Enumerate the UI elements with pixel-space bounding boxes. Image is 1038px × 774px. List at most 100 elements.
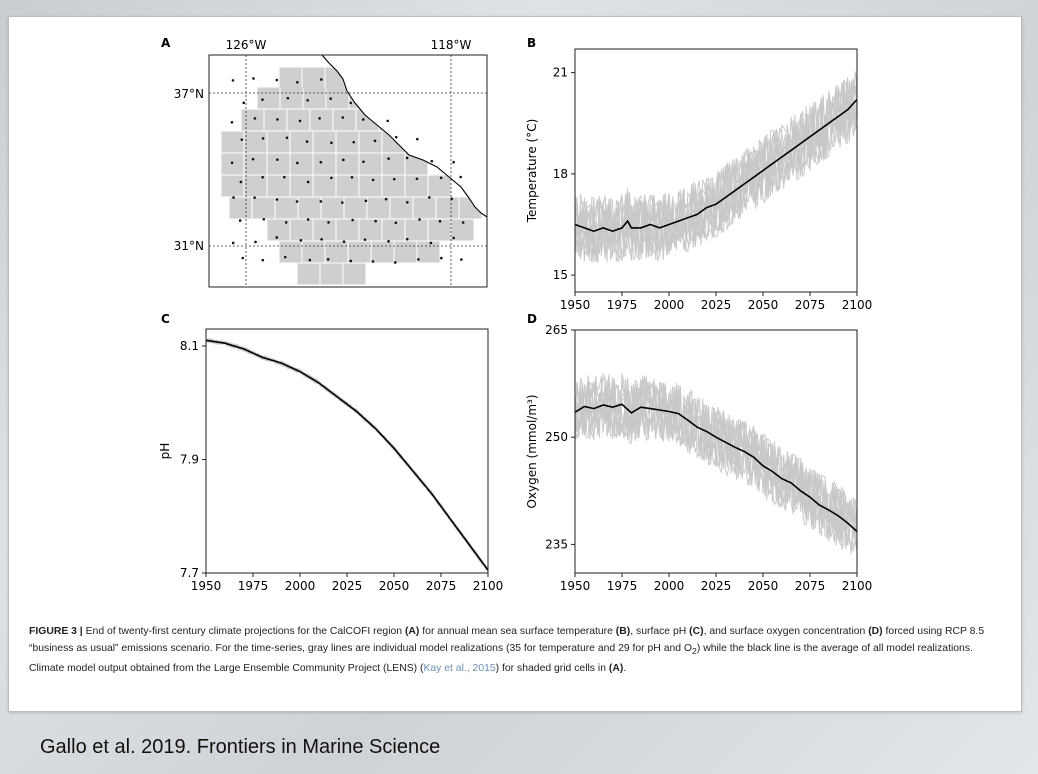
shaded-grid-cell: [267, 153, 290, 175]
x-tick-label: 2075: [795, 579, 826, 593]
sampling-station-dot: [329, 97, 332, 100]
shaded-grid-cell: [310, 109, 333, 131]
sampling-station-dot: [364, 199, 368, 203]
shaded-grid-cell: [382, 219, 405, 241]
ensemble-realization-line: [574, 79, 858, 263]
sampling-station-dot: [230, 161, 234, 165]
sampling-station-dot: [240, 138, 244, 141]
x-tick-label: 1975: [607, 298, 638, 312]
sampling-station-dot: [405, 156, 409, 160]
sampling-station-dot: [405, 237, 409, 241]
ensemble-realization-line: [574, 78, 858, 260]
sampling-station-dot: [286, 96, 290, 100]
sampling-station-dot: [330, 176, 333, 180]
sampling-station-dot: [284, 221, 288, 224]
sampling-station-dot: [275, 236, 279, 239]
sampling-station-dot: [261, 258, 265, 262]
ensemble-realization-line: [205, 340, 489, 571]
sampling-station-dot: [341, 116, 345, 119]
x-tick-label: 1975: [238, 579, 269, 593]
sampling-station-dot: [459, 175, 462, 179]
shaded-grid-cell: [344, 197, 367, 219]
shaded-grid-cell: [336, 131, 359, 153]
shaded-grid-cell: [417, 241, 440, 263]
shaded-grid-cell: [221, 131, 244, 153]
sampling-station-dot: [342, 240, 346, 243]
panel-label: D: [527, 312, 537, 326]
sampling-station-dot: [299, 239, 303, 242]
shaded-grid-cell: [244, 175, 267, 197]
panel-label: B: [527, 36, 536, 50]
shaded-grid-cell: [287, 109, 310, 131]
sampling-station-dot: [239, 180, 243, 184]
sampling-station-dot: [351, 218, 354, 222]
x-tick-label: 2100: [842, 298, 873, 312]
sampling-station-dot: [439, 176, 443, 180]
sampling-station-dot: [330, 141, 333, 145]
x-tick-label: 2100: [842, 579, 873, 593]
shaded-grid-cell: [413, 197, 436, 219]
sampling-station-dot: [231, 241, 235, 245]
sampling-station-dot: [306, 99, 309, 102]
x-tick-label: 1950: [560, 579, 591, 593]
shaded-grid-cell: [264, 109, 287, 131]
shaded-grid-cell: [303, 87, 326, 109]
citation-link[interactable]: Kay et al., 2015: [423, 663, 496, 675]
sampling-station-dot: [394, 135, 398, 139]
ensemble-realization-line: [205, 339, 489, 569]
sampling-station-dot: [253, 117, 257, 120]
sampling-station-dot: [283, 255, 287, 259]
sampling-station-dot: [371, 260, 375, 263]
sampling-station-dot: [242, 101, 246, 105]
sampling-station-dot: [384, 197, 388, 201]
sampling-station-dot: [350, 176, 354, 179]
sampling-station-dot: [298, 119, 302, 123]
caption-ref: (B): [615, 626, 631, 637]
ensemble-realization-line: [205, 338, 489, 571]
shaded-grid-cell: [343, 263, 366, 285]
sampling-station-dot: [251, 157, 255, 161]
x-tick-label: 1950: [560, 298, 591, 312]
sampling-station-dot: [252, 77, 255, 80]
ensemble-mean-line: [205, 339, 489, 571]
figure-panel: A 126°W 118°W 37°N 31°N 1950 1975 2000 2025…: [8, 16, 1022, 712]
shaded-grid-cell: [267, 175, 290, 197]
shaded-grid-cell: [267, 131, 290, 153]
sampling-station-dot: [415, 137, 419, 141]
sampling-station-dot: [254, 240, 257, 244]
caption-ref: (C): [689, 626, 704, 637]
caption-ref: (A): [404, 626, 420, 637]
shaded-grid-cell: [382, 153, 405, 175]
shaded-grid-cell: [302, 241, 325, 263]
shaded-grid-cell: [336, 175, 359, 197]
sampling-station-dot: [241, 256, 245, 260]
sampling-station-dot: [276, 158, 279, 161]
shaded-grid-cell: [313, 219, 336, 241]
shaded-grid-cell: [290, 175, 313, 197]
shaded-grid-cell: [390, 197, 413, 219]
sampling-station-dot: [429, 241, 433, 245]
ensemble-realization-line: [205, 338, 489, 571]
shaded-grid-cell: [359, 153, 382, 175]
figure-graphic: A 126°W 118°W 37°N 31°N 1950 1975 2000 2025…: [158, 36, 873, 593]
sampling-station-dot: [327, 221, 330, 224]
y-tick-label: 250: [545, 430, 568, 444]
sampling-station-dot: [349, 101, 352, 105]
shaded-grid-cell: [275, 197, 298, 219]
x-tick-label: 2000: [285, 579, 316, 593]
caption-ref: (A): [608, 663, 624, 675]
sampling-station-dot: [261, 98, 264, 101]
sampling-station-dot: [326, 258, 330, 261]
panel-label-a: A: [161, 36, 171, 50]
shaded-grid-cell: [451, 219, 474, 241]
sampling-station-dot: [232, 196, 235, 199]
sampling-station-dot: [253, 196, 256, 199]
shaded-grid-cell: [382, 175, 405, 197]
shaded-grid-cell: [359, 219, 382, 241]
shaded-grid-cell: [313, 153, 336, 175]
y-tick-label: 21: [553, 66, 568, 80]
sampling-station-dot: [305, 140, 309, 143]
sampling-station-dot: [418, 218, 421, 221]
sampling-station-dot: [341, 201, 344, 204]
sampling-station-dot: [285, 136, 289, 140]
